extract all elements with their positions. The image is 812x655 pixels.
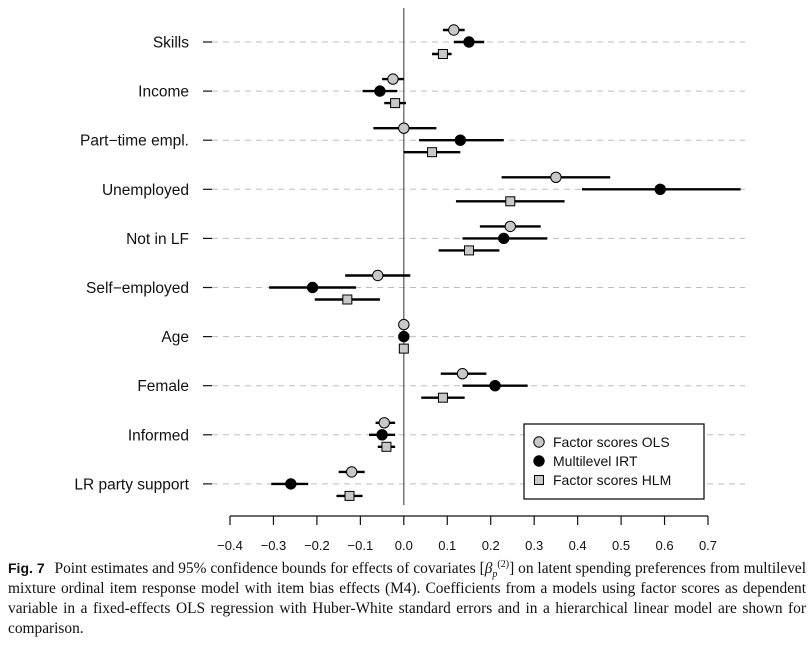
legend-square-icon [534,475,544,485]
y-axis-ticks [203,41,212,485]
y-category-label: Self−employed [86,280,189,297]
x-tick-label: 0.6 [656,538,674,553]
x-tick-label: −0.4 [217,538,243,553]
y-axis-category-labels: Skills Income Part−time empl. Unemployed Not… [74,35,189,494]
y-category-label: Income [138,84,189,101]
x-tick-label: 0.0 [395,538,413,553]
series-square-gray [314,49,565,501]
point-estimate [550,171,562,184]
series-circle-black [269,36,741,490]
point-estimate [504,220,516,233]
caption-text-after-math: on latent spending preferences from mult… [8,560,807,637]
x-tick-label: −0.2 [304,538,330,553]
y-category-label: Female [137,378,189,395]
point-estimate [342,294,353,305]
dot-whisker-chart: Skills Income Part−time empl. Unemployed Not… [74,8,745,553]
grid-lines [212,41,745,485]
point-estimate [374,85,386,97]
legend: Factor scores OLS Multilevel IRT Factor sc… [523,423,705,500]
point-estimate [505,196,516,207]
point-estimate [376,429,388,441]
figure-caption: Fig. 7 Point estimates and 95% confidenc… [8,558,806,639]
x-tick-label: −0.3 [261,538,287,553]
point-estimate [398,318,410,331]
legend-circle-icon [533,455,545,467]
point-estimate [463,36,475,48]
point-estimate [489,380,501,392]
y-category-label: Age [161,329,189,346]
x-tick-label: 0.7 [699,538,717,553]
legend-entry-label: Factor scores OLS [553,434,670,450]
figure-label: Fig. 7 [8,560,45,576]
legend-circle-icon [533,436,545,448]
point-estimate [306,281,319,294]
point-estimate [398,330,410,343]
y-category-label: Skills [153,35,189,52]
point-estimate [464,245,474,256]
x-tick-label: 0.2 [482,538,500,553]
point-estimate [448,24,460,36]
legend-box [523,423,705,500]
point-estimate [437,392,448,403]
point-estimate [387,73,399,85]
point-estimate [381,441,392,452]
legend-entry-label: Factor scores HLM [553,472,671,488]
x-tick-label: 0.4 [569,538,587,553]
point-estimate [498,232,510,245]
point-estimate [390,98,401,109]
y-category-label: LR party support [74,476,189,493]
x-tick-label: 0.5 [612,538,630,553]
x-tick-label: 0.3 [525,538,543,553]
point-estimate [454,134,467,146]
point-estimate [345,466,358,478]
legend-entry-label: Multilevel IRT [553,453,638,469]
point-estimate [378,417,390,429]
estimate-series [269,24,741,501]
point-estimate [437,49,448,59]
y-category-label: Not in LF [126,231,189,248]
y-category-label: Informed [128,427,189,444]
x-tick-label: −0.1 [348,538,374,553]
point-estimate [654,183,666,196]
point-estimate [344,490,355,501]
x-tick-label: 0.1 [438,538,456,553]
point-estimate [427,147,438,158]
point-estimate [285,478,297,490]
caption-text-before-math: Point estimates and 95% confidence bound… [54,560,476,577]
x-axis: −0.4 −0.3 −0.2 −0.1 0.0 0.1 0.2 0.3 0.4 0.5 0.6 0.7 [217,515,717,553]
y-category-label: Unemployed [102,182,189,199]
y-category-label: Part−time empl. [80,133,189,150]
caption-math-beta: [βp(2)] [479,558,515,581]
point-estimate [456,368,469,380]
point-estimate [398,343,409,354]
point-estimate [372,269,384,282]
point-estimate [398,122,410,134]
series-circle-gray [338,24,611,478]
